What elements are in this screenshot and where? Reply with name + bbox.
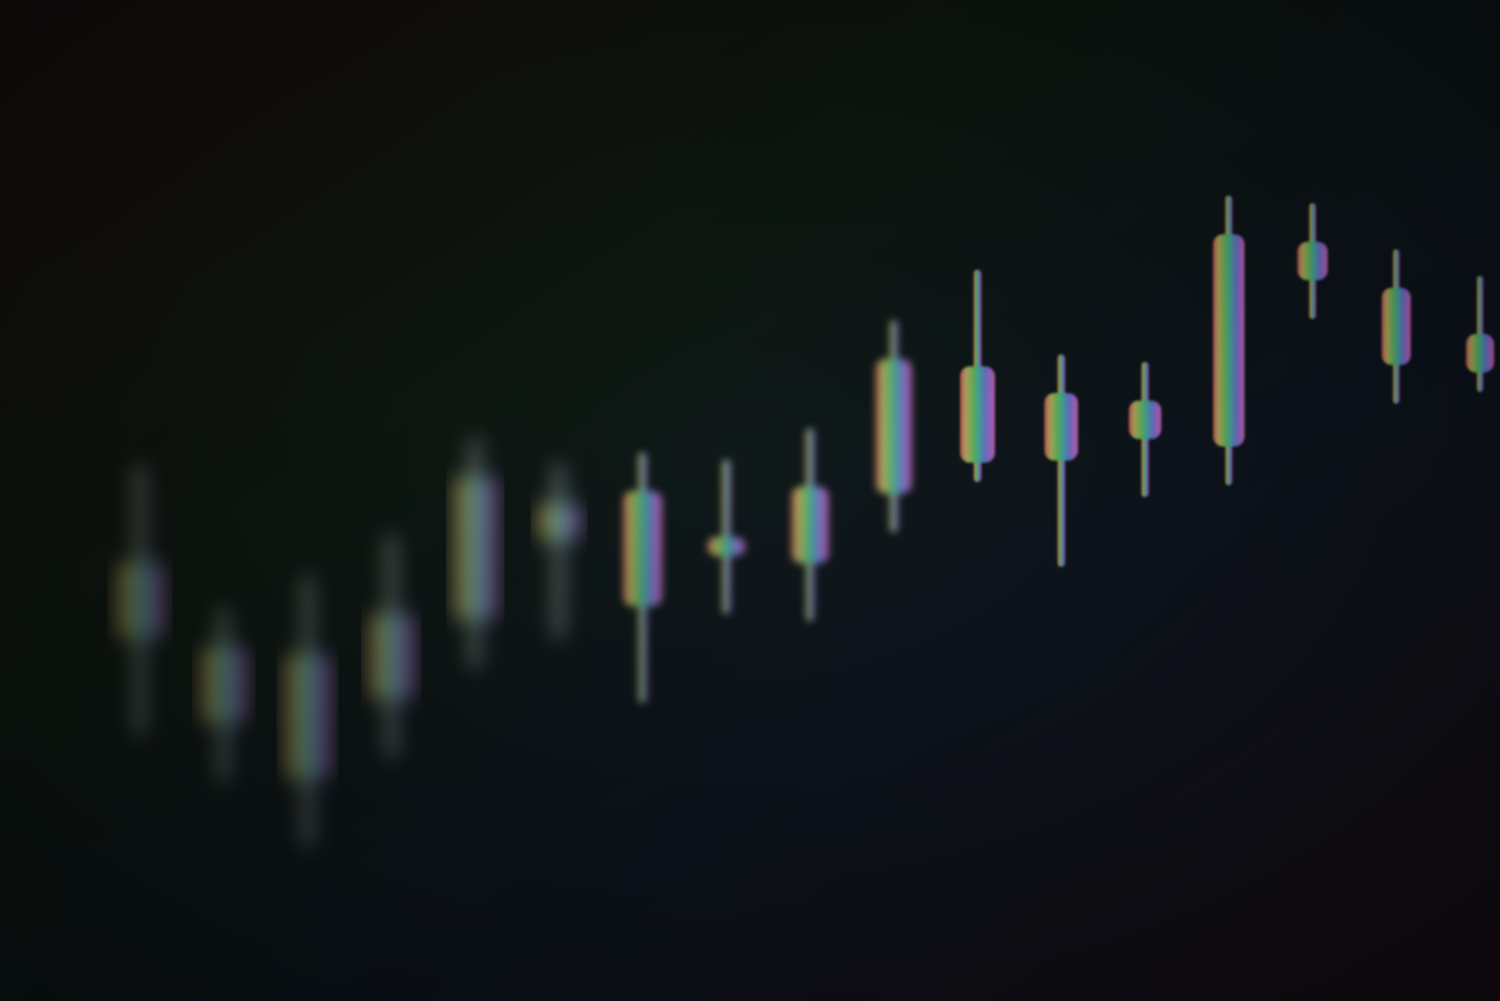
vignette — [0, 0, 1500, 1001]
candlestick-photo — [0, 0, 1500, 1001]
candlestick-chart — [0, 0, 1500, 1001]
